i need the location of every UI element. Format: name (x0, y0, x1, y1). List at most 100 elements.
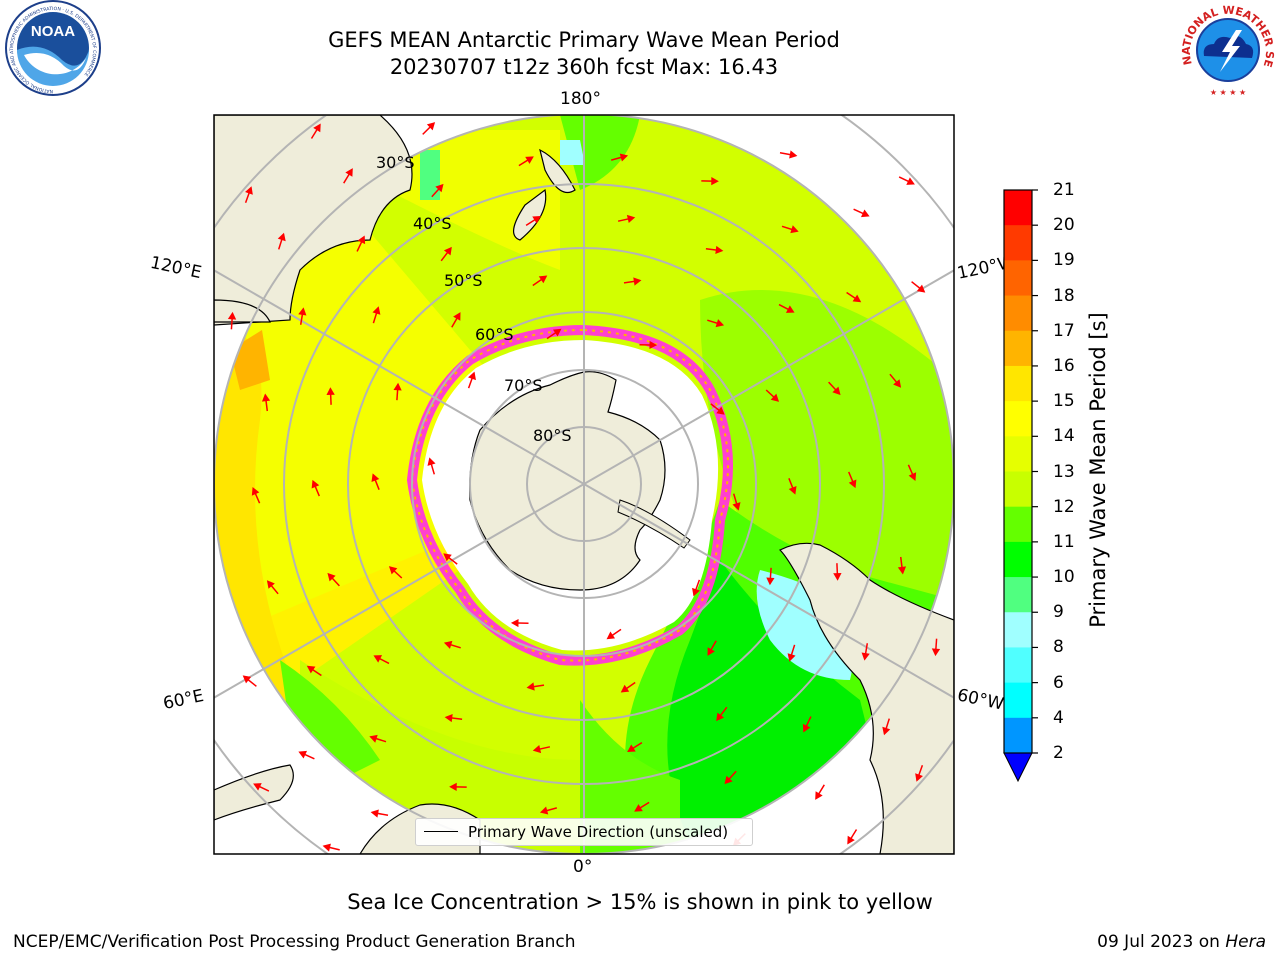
colorbar-block (1004, 330, 1032, 367)
colorbar-tick-label: 21 (1053, 180, 1075, 200)
colorbar-tick-label: 18 (1053, 285, 1075, 306)
wave-arrow-head (848, 479, 857, 489)
wave-arrow-head (443, 640, 453, 649)
wave-arrow-head (453, 312, 461, 321)
colorbar-tick-label: 8 (1053, 637, 1064, 658)
wave-arrow-head (372, 306, 381, 315)
colorbar-block (1004, 401, 1032, 437)
wave-arrow-head (620, 684, 630, 693)
colorbar-block (1004, 190, 1032, 226)
wave-arrow-head (370, 809, 379, 818)
wave-arrow-head (435, 183, 444, 193)
wave-arrow-head (443, 553, 452, 562)
lat-label-80s: 80°S (533, 426, 572, 445)
wave-arrow-head (345, 168, 353, 177)
wave-arrow-head (707, 647, 715, 656)
lon-label-0: 0° (573, 857, 593, 877)
map-legend: Primary Wave Direction (unscaled) (415, 818, 753, 846)
wave-arrow-head (306, 665, 316, 674)
colorbar-block (1004, 260, 1032, 297)
wave-arrow-head (852, 294, 862, 303)
colorbar-under-triangle (1003, 752, 1033, 783)
colorbar-tick-label: 14 (1053, 426, 1075, 447)
wave-arrow-head (449, 782, 457, 791)
colorbar-label: Primary Wave Mean Period [s] (1086, 312, 1110, 628)
wave-arrow-head (388, 566, 398, 575)
wave-arrow-head (369, 734, 378, 743)
lat-label-60s: 60°S (475, 325, 514, 344)
wave-arrow-head (861, 652, 870, 661)
antarctica (469, 371, 666, 591)
colorbar-block (1004, 682, 1032, 719)
wave-arrow-head (847, 835, 855, 845)
wave-arrow-head (649, 340, 658, 350)
wave-arrow-head (371, 473, 380, 482)
wave-arrow-head (298, 750, 308, 759)
wave-arrow-head (277, 232, 286, 242)
wave-arrow-head (832, 386, 841, 396)
footer-host: Hera (1225, 932, 1266, 952)
wave-arrow-head (427, 457, 436, 466)
wave-arrow-head (724, 775, 733, 785)
wave-arrow-head (253, 783, 262, 791)
wave-arrow-head (802, 723, 811, 733)
wave-arrow-head (538, 275, 548, 284)
legend-label: Primary Wave Direction (unscaled) (468, 823, 729, 841)
chart-subtitle: 20230707 t12z 360h fcst Max: 16.43 (389, 55, 779, 79)
wave-arrow-head (373, 655, 383, 663)
wave-arrow-head (715, 319, 725, 328)
wave-arrow-head (526, 682, 535, 691)
colorbar-tick-label: 13 (1053, 461, 1075, 482)
wave-arrow-head (227, 311, 237, 320)
map-frame (213, 114, 955, 855)
footer-date: 09 Jul 2023 on Hera (1097, 932, 1266, 952)
wave-arrow-head (393, 382, 402, 391)
wave-arrow-head (532, 745, 542, 754)
colorbar-tick-label: 20 (1053, 215, 1075, 236)
wave-arrow-head (539, 806, 549, 815)
wave-arrow-head (908, 472, 917, 481)
wave-arrow-head (468, 371, 476, 381)
wave-arrow-head (619, 153, 629, 162)
colorbar-block (1004, 506, 1032, 543)
colorbar-block (1004, 577, 1032, 613)
sea-ice-note: Sea Ice Concentration > 15% is shown in … (347, 890, 933, 914)
wave-arrow-head (532, 215, 541, 224)
colorbar-block (1004, 541, 1032, 578)
footer-branch: NCEP/EMC/Verification Post Processing Pr… (13, 932, 576, 952)
wave-arrow-head (785, 305, 795, 313)
footer-date-text: 09 Jul 2023 on (1097, 932, 1226, 952)
lat-label-70s: 70°S (504, 376, 543, 395)
wave-arrow-head (833, 573, 842, 581)
wave-arrow-head (327, 572, 336, 582)
colorbar-tick-label: 2 (1053, 743, 1064, 763)
longitude-gridlines (214, 115, 954, 854)
colorbar-block (1004, 225, 1032, 261)
wave-arrow-head (906, 177, 915, 185)
lat-label-40s: 40°S (413, 214, 452, 233)
wave-arrow-head (634, 804, 643, 812)
colorbar-tick-label: 17 (1053, 320, 1075, 341)
wave-arrow-head (552, 328, 562, 337)
wave-arrow-head (916, 284, 926, 293)
wave-arrow-head (692, 587, 700, 597)
svg-text:★ ★ ★ ★: ★ ★ ★ ★ (1210, 88, 1246, 97)
wave-arrow-head (313, 123, 321, 133)
colorbar-tick-label: 16 (1053, 355, 1075, 376)
colorbar-tick-label: 6 (1053, 672, 1064, 693)
wave-arrow-head (766, 577, 775, 586)
chart-title: GEFS MEAN Antarctic Primary Wave Mean Pe… (328, 28, 840, 52)
colorbar (1003, 189, 1038, 783)
wave-arrow-head (716, 712, 725, 722)
wave-arrow-head (326, 387, 335, 395)
wave-arrow-head (311, 479, 320, 489)
colorbar-block (1004, 365, 1032, 402)
colorbar-tick-label: 9 (1053, 602, 1064, 623)
colorbar-tick-label: 4 (1053, 707, 1064, 728)
wave-arrow-head (897, 566, 907, 575)
wave-arrow-head (242, 675, 252, 684)
colorbar-tick-label: 15 (1053, 391, 1075, 412)
colorbar-tick-label: 19 (1053, 250, 1075, 271)
wave-arrow-head (787, 653, 796, 662)
